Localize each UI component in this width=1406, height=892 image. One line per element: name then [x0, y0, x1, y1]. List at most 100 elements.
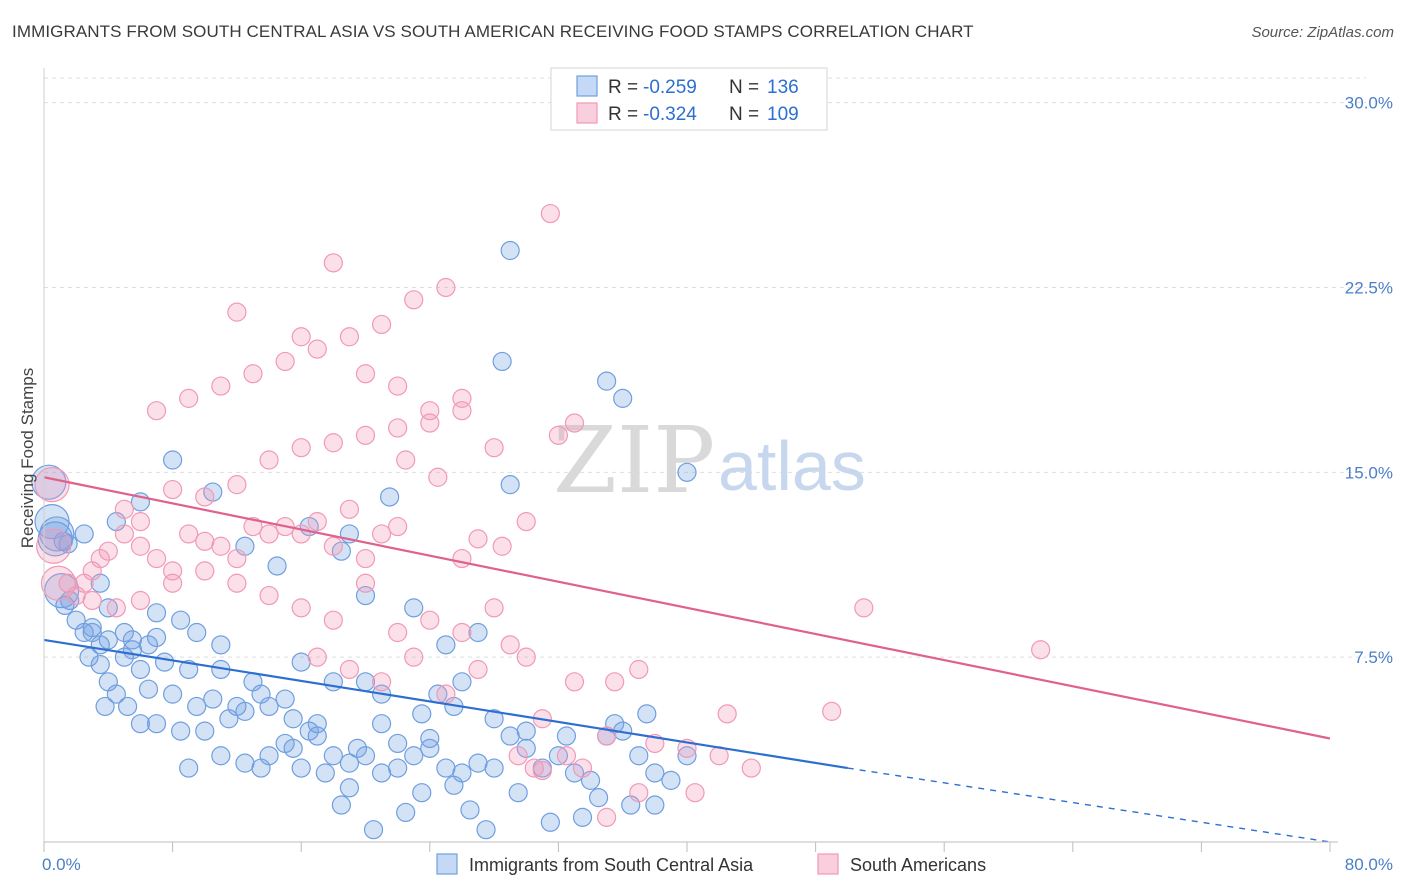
pink-point-57 — [540, 203, 560, 224]
pink-point-42 — [211, 376, 231, 396]
blue-point-46 — [179, 758, 199, 778]
pink-point-66 — [259, 585, 279, 606]
blue-point-97 — [516, 721, 536, 741]
pink-point-7 — [90, 548, 110, 569]
pink-point-50 — [227, 302, 247, 322]
blue-point-65 — [516, 738, 536, 758]
blue-point-53 — [323, 746, 343, 766]
blue-point-136 — [267, 556, 287, 576]
pink-point-71 — [420, 610, 440, 630]
grid-lines — [44, 77, 1366, 658]
blue-point-79 — [396, 802, 416, 823]
pink-point-43 — [243, 364, 263, 384]
blue-point-58 — [404, 746, 424, 766]
blue-point-15 — [114, 622, 134, 643]
blue-point-119 — [436, 635, 456, 655]
pink-point-96 — [685, 783, 705, 803]
blue-point-114 — [613, 388, 633, 408]
bottom-legend-swatch-pink — [817, 853, 839, 875]
y-axis-label: Receiving Food Stamps — [18, 368, 37, 548]
blue-point-111 — [492, 351, 512, 372]
pink-point-30 — [195, 487, 215, 507]
blue-point-54 — [339, 753, 360, 773]
blue-point-123 — [211, 635, 231, 655]
pink-point-91 — [524, 758, 544, 778]
pink-point-54 — [388, 376, 408, 396]
legend-swatch-pink — [576, 102, 598, 124]
pink-point-1 — [36, 528, 72, 564]
axes — [43, 68, 1338, 852]
pink-point-16 — [227, 548, 247, 569]
blue-point-101 — [371, 714, 392, 734]
pink-point-83 — [564, 672, 585, 692]
pink-point-98 — [822, 701, 842, 721]
pink-point-15 — [211, 536, 231, 556]
blue-point-96 — [484, 709, 504, 729]
pink-point-108 — [396, 450, 416, 470]
blue-point-100 — [637, 704, 657, 724]
pink-point-84 — [597, 726, 617, 746]
blue-point-124 — [187, 622, 207, 643]
blue-point-118 — [404, 598, 424, 618]
blue-point-42 — [259, 696, 279, 717]
legend-n-value-pink: 109 — [767, 104, 799, 125]
blue-point-63 — [484, 758, 504, 778]
pink-point-77 — [371, 672, 392, 692]
pink-point-32 — [259, 450, 279, 470]
blue-point-98 — [556, 726, 577, 746]
pink-point-27 — [114, 499, 134, 519]
pink-point-36 — [388, 418, 408, 438]
pink-point-62 — [130, 590, 151, 611]
blue-point-19 — [171, 610, 191, 630]
watermark-atlas: atlas — [718, 427, 866, 505]
pink-point-8 — [98, 541, 118, 561]
blue-point-39 — [195, 721, 215, 741]
pink-point-24 — [355, 548, 376, 569]
pink-point-60 — [82, 590, 102, 611]
pink-point-17 — [243, 516, 263, 537]
pink-point-48 — [404, 290, 424, 310]
blue-point-77 — [363, 820, 384, 840]
pink-point-51 — [291, 327, 311, 347]
blue-point-34 — [275, 689, 295, 709]
blue-point-129 — [74, 524, 94, 544]
blue-point-92 — [412, 704, 432, 724]
blue-point-60 — [436, 758, 456, 778]
blue-point-73 — [645, 763, 665, 783]
source-credit: Source: ZipAtlas.com — [1251, 24, 1394, 41]
blue-point-128 — [82, 617, 102, 638]
pink-point-53 — [355, 364, 376, 384]
pink-point-0 — [34, 467, 70, 503]
blue-point-25 — [179, 659, 199, 680]
legend-r-value-blue: -0.259 — [643, 77, 697, 98]
pink-point-10 — [130, 536, 151, 556]
blue-point-121 — [291, 652, 311, 672]
blue-point-109 — [420, 728, 440, 749]
series-legend: Immigrants from South Central Asia South… — [436, 853, 986, 875]
blue-point-41 — [235, 701, 255, 721]
trend-lines — [43, 476, 1331, 843]
pink-point-13 — [179, 524, 199, 544]
pink-point-25 — [371, 524, 392, 544]
blue-point-133 — [163, 450, 183, 470]
blue-point-31 — [203, 689, 223, 709]
blue-point-120 — [468, 622, 488, 643]
blue-point-80 — [412, 783, 432, 803]
legend-n-value-blue: 136 — [767, 77, 799, 98]
blue-point-127 — [98, 598, 118, 618]
pink-point-33 — [291, 438, 311, 458]
blue-point-108 — [299, 721, 319, 741]
pink-point-55 — [420, 401, 440, 421]
pink-point-46 — [339, 327, 360, 347]
pink-point-73 — [484, 598, 504, 618]
pink-point-102 — [597, 807, 617, 827]
y-tick-label-0: 7.5% — [1354, 648, 1393, 667]
chart-title: IMMIGRANTS FROM SOUTH CENTRAL ASIA VS SO… — [12, 22, 974, 41]
pink-point-107 — [428, 467, 448, 487]
blue-point-75 — [677, 746, 697, 766]
pink-point-72 — [452, 622, 472, 643]
pink-point-97 — [717, 704, 737, 724]
blue-point-30 — [187, 696, 207, 717]
pink-point-40 — [146, 401, 167, 421]
blue-point-51 — [291, 758, 311, 778]
